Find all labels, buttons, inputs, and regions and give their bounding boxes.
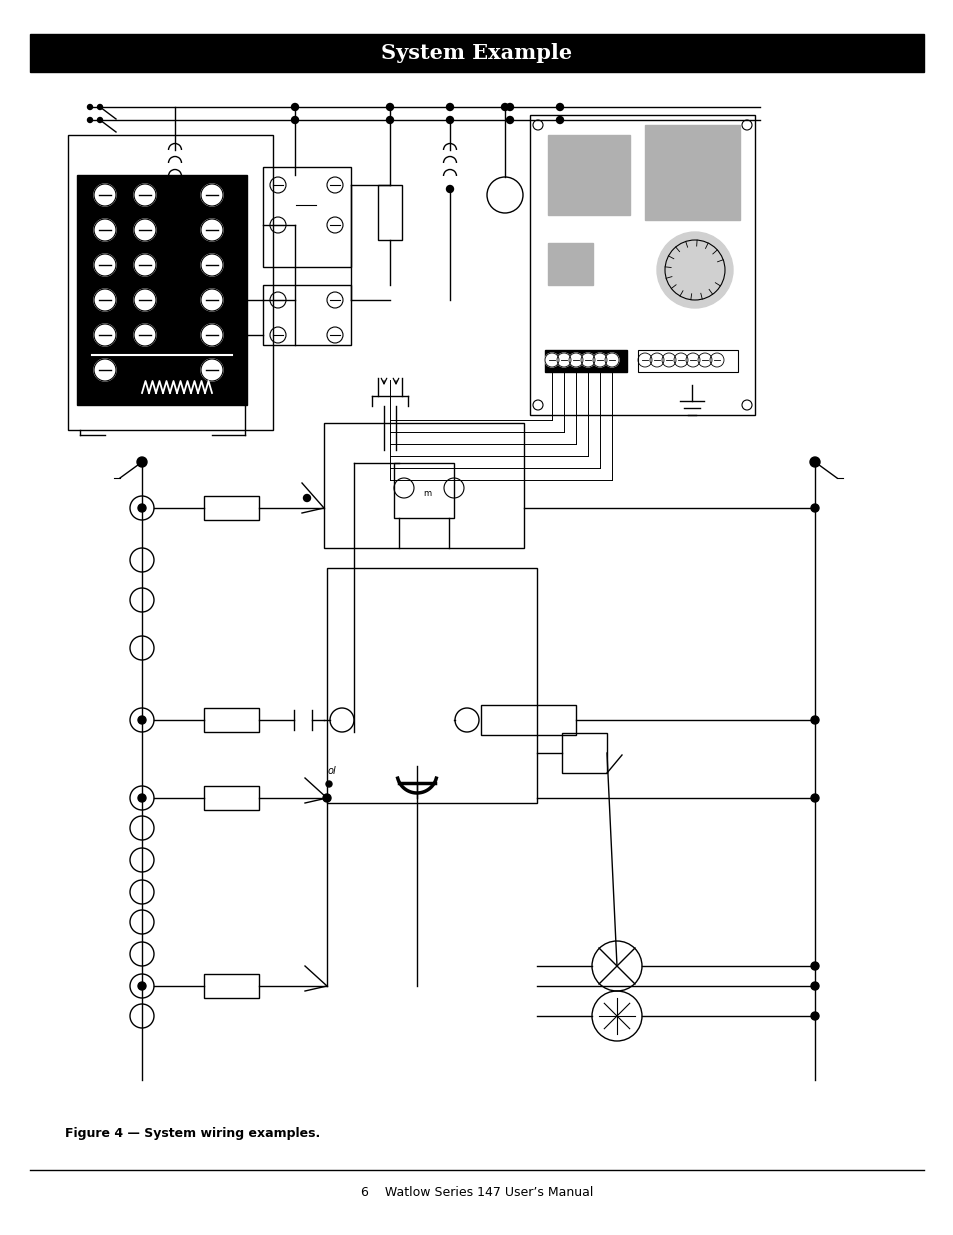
Circle shape	[201, 324, 223, 346]
Bar	[547, 243, 593, 285]
Circle shape	[94, 184, 116, 206]
Circle shape	[386, 116, 393, 124]
Text: Figure 4 — System wiring examples.: Figure 4 — System wiring examples.	[65, 1126, 320, 1140]
Circle shape	[138, 504, 146, 513]
Bar	[644, 125, 740, 220]
Circle shape	[292, 116, 298, 124]
Circle shape	[201, 184, 223, 206]
Circle shape	[386, 104, 393, 110]
Circle shape	[138, 794, 146, 802]
Circle shape	[810, 504, 818, 513]
Circle shape	[292, 104, 298, 110]
Circle shape	[88, 117, 92, 122]
Circle shape	[133, 184, 156, 206]
Bar	[480, 705, 576, 735]
Circle shape	[201, 359, 223, 382]
Bar	[530, 115, 754, 415]
Text: ol: ol	[327, 766, 336, 776]
Circle shape	[593, 353, 606, 367]
Bar	[68, 135, 273, 430]
Circle shape	[201, 254, 223, 275]
Circle shape	[137, 457, 147, 467]
Text: m: m	[422, 489, 431, 498]
Bar	[204, 785, 258, 810]
Circle shape	[138, 716, 146, 724]
Circle shape	[810, 1011, 818, 1020]
Circle shape	[810, 962, 818, 969]
Text: System Example: System Example	[381, 43, 572, 63]
Circle shape	[201, 219, 223, 241]
Bar	[204, 496, 258, 520]
Circle shape	[94, 289, 116, 311]
Circle shape	[446, 104, 453, 110]
Circle shape	[657, 232, 732, 308]
Bar	[547, 135, 629, 215]
Circle shape	[133, 324, 156, 346]
Circle shape	[326, 781, 332, 787]
Bar	[327, 568, 537, 803]
Bar	[377, 185, 401, 240]
Circle shape	[172, 185, 178, 193]
Circle shape	[94, 324, 116, 346]
Circle shape	[810, 716, 818, 724]
Bar	[30, 35, 923, 72]
Bar	[638, 350, 738, 372]
Bar	[263, 167, 351, 267]
Circle shape	[88, 105, 92, 110]
Circle shape	[544, 353, 558, 367]
Circle shape	[133, 289, 156, 311]
Bar	[544, 350, 626, 372]
Circle shape	[94, 254, 116, 275]
Circle shape	[446, 116, 453, 124]
Bar	[394, 463, 454, 517]
Bar	[263, 285, 351, 345]
Circle shape	[138, 982, 146, 990]
Circle shape	[501, 104, 508, 110]
Circle shape	[506, 116, 513, 124]
Circle shape	[810, 982, 818, 990]
Circle shape	[133, 219, 156, 241]
Bar	[324, 424, 523, 548]
Bar	[77, 175, 247, 405]
Text: 6    Watlow Series 147 User’s Manual: 6 Watlow Series 147 User’s Manual	[360, 1186, 593, 1198]
Circle shape	[446, 185, 453, 193]
Circle shape	[201, 289, 223, 311]
Circle shape	[557, 353, 571, 367]
Circle shape	[94, 359, 116, 382]
Circle shape	[506, 104, 513, 110]
Circle shape	[556, 104, 563, 110]
Circle shape	[303, 494, 310, 501]
Circle shape	[133, 254, 156, 275]
Circle shape	[809, 457, 820, 467]
Circle shape	[604, 353, 618, 367]
Bar	[204, 974, 258, 998]
Circle shape	[580, 353, 595, 367]
Circle shape	[568, 353, 582, 367]
Circle shape	[97, 105, 102, 110]
Circle shape	[323, 794, 331, 802]
Bar	[204, 708, 258, 732]
Bar	[561, 734, 606, 773]
Circle shape	[94, 219, 116, 241]
Circle shape	[556, 116, 563, 124]
Circle shape	[810, 794, 818, 802]
Circle shape	[97, 117, 102, 122]
